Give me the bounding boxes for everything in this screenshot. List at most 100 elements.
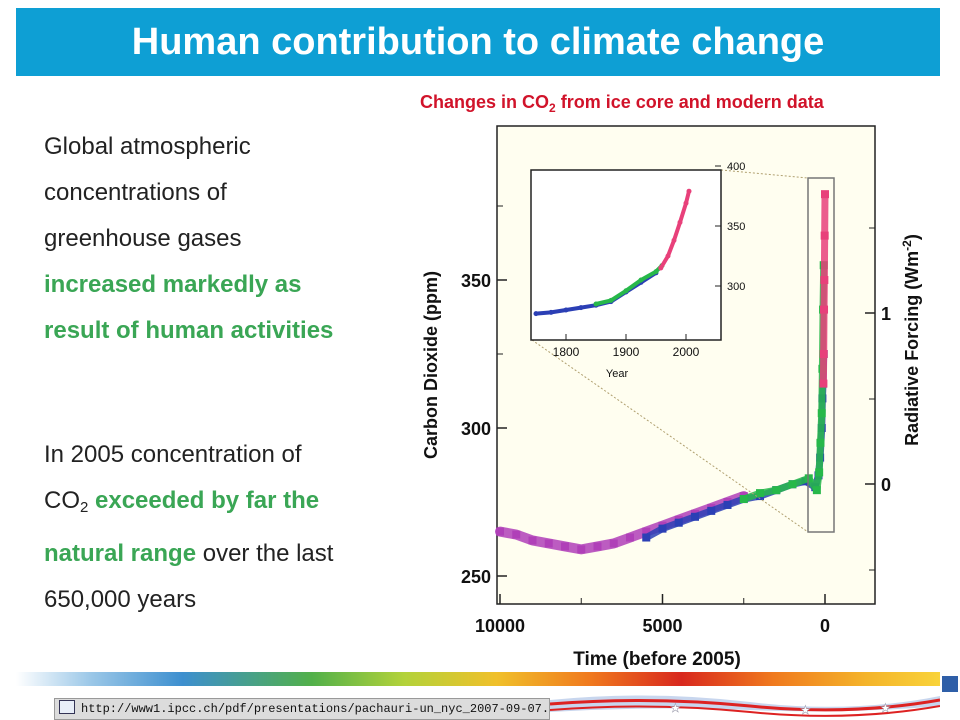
chart-title: Changes in CO2 from ice core and modern … [420, 92, 824, 115]
data-point [739, 495, 748, 504]
x-tick-label: 0 [820, 616, 830, 636]
y-tick-label: 250 [461, 567, 491, 587]
inset-data-point [638, 277, 644, 283]
slide-title: Human contribution to climate change [131, 21, 825, 63]
bullet2-highlight2: natural range [44, 540, 197, 567]
flag-banner-decoration: ★ ★ ★ [550, 695, 940, 717]
x-tick-label: 5000 [642, 616, 682, 636]
y-axis-label: Carbon Dioxide (ppm) [421, 271, 441, 459]
inset-data-point [593, 301, 599, 307]
y2-label-main: Radiative Forcing (Wm [902, 251, 922, 446]
data-point [756, 489, 764, 498]
zoom-connector-top [720, 169, 809, 179]
page-icon [59, 700, 75, 714]
star-icon: ★ [800, 703, 811, 717]
data-point [772, 486, 781, 495]
main-y2-ticks: 01 [865, 227, 891, 571]
inset-y-tick-label: 350 [727, 221, 745, 233]
flag-stripe-red [550, 698, 940, 712]
footer-color-stripe [16, 672, 940, 686]
inset-data-point [671, 237, 677, 243]
co2-subscript: 2 [80, 499, 89, 516]
main-y-ticks: 250 300 350 [461, 205, 507, 587]
inset-x-ticks: 1800 1900 2000 [553, 334, 700, 359]
inset-data-point [623, 288, 629, 294]
data-point [674, 518, 683, 527]
data-point [817, 409, 826, 418]
data-point [723, 500, 732, 509]
data-point [593, 542, 602, 551]
inset-data-point [608, 297, 614, 303]
inset-y-tick-label: 400 [727, 161, 745, 173]
inset-data-point [578, 305, 584, 311]
data-point [707, 506, 716, 515]
footer-square [942, 676, 958, 692]
inset-data-point [548, 309, 554, 315]
data-point [561, 542, 569, 551]
bullet-text: Global atmospheric concentrations of gre… [44, 124, 424, 623]
data-point [820, 305, 829, 314]
y2-tick-label: 0 [881, 475, 891, 495]
data-point [788, 480, 797, 489]
chart-title-post: from ice core and modern data [555, 92, 824, 112]
bullet1-line1: Global atmospheric [44, 133, 251, 160]
data-point [691, 512, 699, 521]
data-point [819, 379, 828, 388]
y2-axis-label: Radiative Forcing (Wm-2) [900, 234, 922, 446]
main-x-ticks: 10000 5000 0 [475, 594, 830, 636]
chart-title-sub: 2 [549, 101, 556, 115]
zoom-connector-bottom [531, 339, 809, 533]
bullet2-line3: natural range over the last [44, 531, 424, 577]
y2-tick-label: 1 [881, 304, 891, 324]
data-point [815, 468, 824, 477]
inset-data-point [533, 311, 539, 317]
data-point [642, 533, 651, 542]
inset-y-ticks: 400 350 300 [715, 161, 745, 293]
bullet2-highlight1: exceeded by far the [95, 487, 320, 514]
y-tick-label: 350 [461, 271, 491, 291]
star-icon: ★ [670, 701, 681, 715]
data-point [820, 231, 829, 240]
inset-plot-frame [530, 169, 722, 341]
inset-data-point [653, 269, 659, 275]
bullet2-rest: over the last [196, 540, 334, 567]
bullet2-line1: In 2005 concentration of [44, 441, 302, 468]
title-bar: Human contribution to climate change [16, 8, 940, 76]
bullet1-line4: increased markedly as [44, 271, 302, 298]
series-line [819, 190, 829, 388]
x-axis-label: Time (before 2005) [573, 649, 741, 670]
x-tick-label: 10000 [475, 616, 525, 636]
bullet2-line2: CO2 exceeded by far the [44, 478, 424, 531]
y2-label-end: ) [902, 234, 922, 240]
data-point [577, 545, 586, 554]
url-bar[interactable]: http://www1.ipcc.ch/pdf/presentations/pa… [54, 698, 550, 720]
data-point [609, 539, 618, 548]
inset-x-tick-label: 1800 [553, 345, 580, 359]
bullet2-line4: 650,000 years [44, 586, 197, 613]
inset-data-point [683, 200, 689, 206]
inset-data-point [665, 253, 671, 259]
data-point [816, 438, 825, 447]
bullet1-line2: concentrations of [44, 179, 227, 206]
data-point [658, 524, 667, 533]
data-point [821, 190, 829, 199]
data-point [496, 527, 504, 536]
url-text: http://www1.ipcc.ch/pdf/presentations/pa… [81, 702, 550, 716]
y-tick-label: 300 [461, 419, 491, 439]
data-point [642, 527, 651, 536]
data-point [812, 486, 821, 495]
flag-stripe-red-2 [550, 705, 940, 717]
bullet1-line5: result of human activities [44, 317, 334, 344]
inset-x-axis-label: Year [606, 368, 629, 380]
inset-data-point [658, 265, 664, 271]
inset-data-point [563, 307, 569, 313]
chart-title-pre: Changes in CO [420, 92, 550, 112]
data-point [820, 276, 829, 284]
inset-x-tick-label: 1900 [613, 345, 640, 359]
data-point [819, 350, 828, 358]
data-point [528, 536, 537, 545]
data-point [512, 530, 521, 539]
inset-x-tick-label: 2000 [673, 345, 700, 359]
y2-label-sup: -2 [900, 240, 914, 251]
